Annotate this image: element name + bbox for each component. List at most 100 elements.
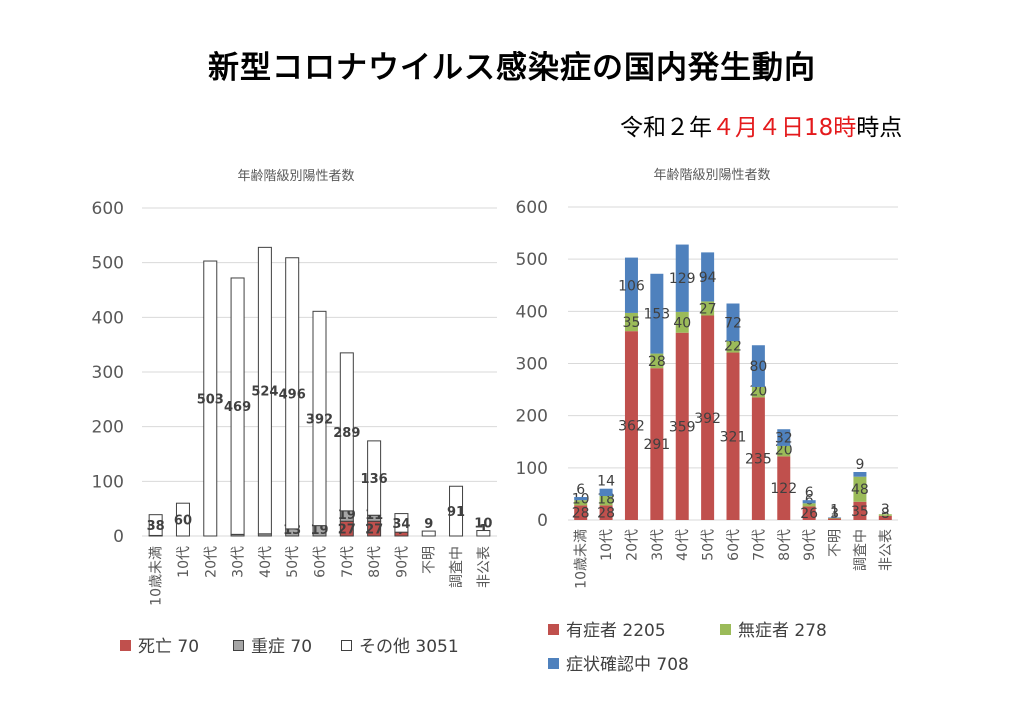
left-chart-category-label: 40代 bbox=[258, 546, 274, 578]
right-chart-ytick-label: 400 bbox=[516, 302, 548, 322]
right-chart-bar-asymptomatic bbox=[624, 312, 638, 332]
left-chart-bar-other bbox=[203, 260, 218, 537]
left-chart-data-label: 19 bbox=[338, 508, 356, 523]
left-chart-bar-other bbox=[148, 514, 163, 536]
right-chart-category-label: 不明 bbox=[828, 529, 844, 557]
right-chart-category-label: 10歳未満 bbox=[574, 529, 590, 589]
right-chart-data-label: 1 bbox=[830, 504, 839, 520]
right-chart-data-label: 129 bbox=[669, 271, 696, 287]
right-chart-category-label: 30代 bbox=[650, 529, 666, 561]
right-chart-data-label: 9 bbox=[855, 457, 864, 473]
right-chart-bar-symptomatic bbox=[828, 518, 842, 520]
left-chart-ytick-label: 400 bbox=[92, 308, 124, 328]
left-chart-data-label: 392 bbox=[306, 412, 333, 427]
timestamp-date: ４月４日 bbox=[712, 115, 804, 141]
left-chart-data-label: 469 bbox=[224, 400, 251, 415]
right-chart-bar-asymptomatic bbox=[701, 301, 715, 316]
left-chart-data-label: 136 bbox=[361, 472, 388, 487]
left-chart-category-label: 80代 bbox=[367, 546, 383, 578]
right-chart-category-label: 非公表 bbox=[878, 529, 894, 571]
legend-label-symptomatic: 有症者 2205 bbox=[566, 621, 666, 641]
timestamp: 令和２年４月４日18時時点 bbox=[620, 108, 902, 142]
left-chart-category-label: 60代 bbox=[313, 546, 329, 578]
right-chart-data-label: 20 bbox=[749, 383, 767, 399]
left-chart-data-label: 496 bbox=[279, 387, 306, 402]
right-chart-bar-symptomatic bbox=[751, 397, 765, 520]
right-chart-bar-confirming bbox=[751, 345, 765, 387]
right-chart-data-label: 321 bbox=[720, 429, 747, 445]
right-chart-category-label: 70代 bbox=[751, 529, 767, 561]
right-chart-bar-symptomatic bbox=[599, 505, 613, 520]
right-chart-data-label: 94 bbox=[699, 270, 717, 286]
legend-swatch-confirming bbox=[548, 657, 559, 669]
left-chart-bar-other bbox=[312, 310, 327, 527]
right-chart-bar-confirming bbox=[828, 517, 842, 518]
right-chart-data-label: 48 bbox=[851, 482, 869, 498]
left-chart-bar-other bbox=[175, 502, 190, 537]
left-chart-data-label: 34 bbox=[392, 517, 410, 532]
right-chart-bar-asymptomatic bbox=[726, 341, 740, 353]
right-chart-data-label: 28 bbox=[572, 506, 590, 522]
left-chart-bar-other bbox=[230, 277, 245, 535]
right-chart-data-label: 35 bbox=[851, 504, 869, 520]
right-chart-data-label: 3 bbox=[881, 502, 890, 518]
left-chart-data-label: 524 bbox=[251, 385, 278, 400]
right-chart-category-label: 10代 bbox=[599, 529, 615, 561]
right-chart-bar-asymptomatic bbox=[777, 445, 791, 457]
right-chart-category-label: 40代 bbox=[675, 529, 691, 561]
right-chart-bar-asymptomatic bbox=[751, 386, 765, 398]
right-chart-bar-symptomatic bbox=[726, 352, 740, 520]
right-chart-bar-confirming bbox=[624, 257, 638, 313]
left-chart-data-label: 289 bbox=[333, 426, 360, 441]
right-chart-category-label: 50代 bbox=[701, 529, 717, 561]
right-chart-data-label: 153 bbox=[643, 307, 670, 323]
left-chart-category-label: 30代 bbox=[231, 546, 247, 578]
right-chart-data-label: 80 bbox=[749, 359, 767, 375]
left-chart-category-label: 10歳未満 bbox=[149, 546, 165, 606]
right-chart-bar-confirming bbox=[701, 252, 715, 302]
left-chart-category-label: 90代 bbox=[394, 546, 410, 578]
left-chart-bar-other bbox=[394, 513, 409, 533]
right-chart-data-label: 1 bbox=[830, 502, 839, 518]
left-chart-category-label: 不明 bbox=[422, 546, 438, 574]
right-chart-bar-confirming bbox=[599, 488, 613, 497]
right-chart-bar-confirming bbox=[853, 472, 867, 477]
right-chart-bar-confirming bbox=[802, 500, 816, 504]
right-chart-ytick-label: 600 bbox=[516, 198, 548, 218]
right-chart-bar-confirming bbox=[650, 273, 664, 354]
right-chart-bar-confirming bbox=[777, 429, 791, 446]
page-title: 新型コロナウイルス感染症の国内発生動向 bbox=[208, 50, 816, 86]
right-chart-bar-symptomatic bbox=[853, 501, 867, 520]
right-chart-data-label: 106 bbox=[618, 278, 645, 294]
right-chart-category-label: 60代 bbox=[726, 529, 742, 561]
right-chart-bar-asymptomatic bbox=[675, 311, 689, 333]
right-chart-data-label: 27 bbox=[699, 301, 717, 317]
right-chart-bar-symptomatic bbox=[701, 315, 715, 520]
right-chart-bar-asymptomatic bbox=[853, 476, 867, 502]
legend-swatch-symptomatic bbox=[548, 623, 559, 635]
left-chart-data-label: 91 bbox=[447, 505, 465, 520]
left-chart-data-label: 27 bbox=[365, 523, 383, 538]
right-chart-data-label: 235 bbox=[745, 452, 772, 468]
right-chart-data-label: 6 bbox=[576, 482, 585, 498]
left-chart-bar-other bbox=[367, 440, 382, 516]
legend-label-death: 死亡 70 bbox=[138, 637, 200, 657]
left-chart-title: 年齢階級別陽性者数 bbox=[237, 169, 354, 184]
right-chart-data-label: 28 bbox=[597, 506, 615, 522]
left-chart-data-label: 9 bbox=[424, 517, 433, 532]
legend-item-confirming: 症状確認中 708 bbox=[548, 650, 689, 675]
right-chart-data-label: 362 bbox=[618, 419, 645, 435]
legend-label-asymptomatic: 無症者 278 bbox=[738, 621, 827, 641]
right-chart-data-label: 6 bbox=[805, 485, 814, 501]
right-chart-bar-asymptomatic bbox=[574, 500, 588, 506]
timestamp-era: 令和２年 bbox=[620, 115, 712, 141]
left-chart-data-label: 503 bbox=[197, 393, 224, 408]
right-chart-category-label: 調査中 bbox=[853, 529, 869, 571]
left-chart-category-label: 非公表 bbox=[476, 546, 492, 588]
right-chart-data-label: 26 bbox=[800, 506, 818, 522]
legend-item-other: その他 3051 bbox=[341, 632, 459, 657]
legend-item-severe: 重症 70 bbox=[233, 632, 312, 657]
right-chart-data-label: 35 bbox=[623, 315, 641, 331]
legend-swatch-death bbox=[120, 639, 131, 651]
right-chart-bar-asymptomatic bbox=[828, 517, 842, 519]
